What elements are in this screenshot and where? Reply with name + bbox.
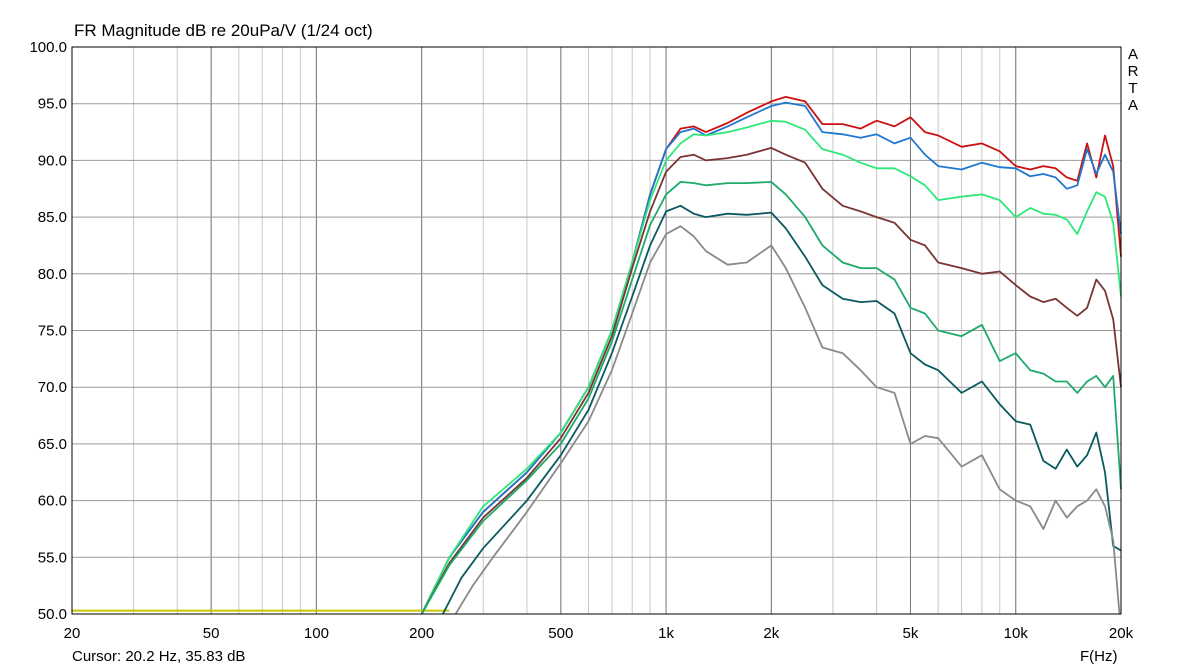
y-tick-label: 50.0 [38,606,67,623]
series-line [420,146,1122,615]
x-tick-label: 200 [409,625,434,642]
y-tick-label: 65.0 [38,436,67,453]
y-tick-label: 95.0 [38,96,67,113]
x-tick-label: 50 [203,625,220,642]
x-tick-label: 5k [903,625,919,642]
y-tick-label: 70.0 [38,379,67,396]
x-tick-label: 1k [658,625,674,642]
x-tick-label: 10k [1004,625,1029,642]
brand-letter: A [1127,97,1138,114]
brand-mark: A R T A [1126,46,1140,114]
brand-letter: A [1127,46,1138,63]
x-tick-label: 20 [64,625,81,642]
y-tick-labels: 50.0 55.0 60.0 65.0 70.0 75.0 80.0 85.0 90.0 95.0… [29,39,67,623]
series-line [442,204,1122,615]
series-group [72,96,1122,615]
chart-title: FR Magnitude dB re 20uPa/V (1/24 oct) [74,21,373,40]
x-tick-label: 500 [548,625,573,642]
plot-frame [71,46,1122,615]
series-line [420,180,1122,615]
series-line [454,225,1121,615]
x-tick-label: 20k [1109,625,1134,642]
y-tick-label: 55.0 [38,549,67,566]
y-tick-label: 90.0 [38,152,67,169]
cursor-readout: Cursor: 20.2 Hz, 35.83 dB [72,648,246,665]
y-tick-label: 80.0 [38,266,67,283]
brand-letter: R [1127,63,1139,80]
y-tick-label: 85.0 [38,209,67,226]
x-tick-label: 2k [763,625,779,642]
y-tick-label: 60.0 [38,493,67,510]
x-tick-labels: 20 50 100 200 500 1k 2k 5k 10k 20k [64,625,1134,642]
x-tick-label: 100 [304,625,329,642]
series-line [420,119,1122,615]
brand-letter: T [1128,80,1138,97]
y-tick-label: 100.0 [29,39,67,56]
x-axis-label: F(Hz) [1080,648,1118,665]
grid-lines [71,46,1122,615]
y-tick-label: 75.0 [38,323,67,340]
